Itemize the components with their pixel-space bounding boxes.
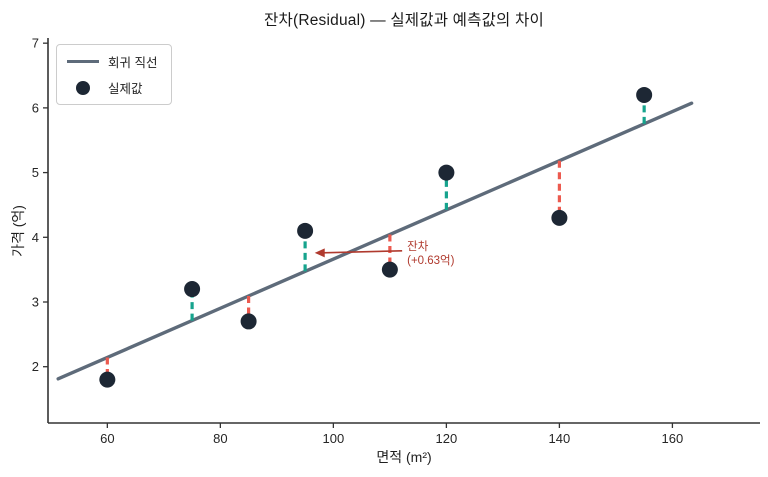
annotation-line-2: (+0.63억): [407, 254, 455, 267]
x-tick-label: 60: [100, 431, 114, 446]
data-point: [438, 164, 455, 181]
y-tick-label: 4: [32, 230, 39, 245]
x-tick-label: 100: [323, 431, 345, 446]
dot-sample-icon: [76, 80, 90, 95]
y-tick-label: 5: [32, 165, 39, 180]
legend: 회귀 직선 실제값: [56, 44, 173, 105]
regression-line: [56, 101, 694, 381]
data-point: [636, 86, 653, 103]
y-tick-label: 7: [32, 36, 39, 51]
legend-label-regression: 회귀 직선: [108, 56, 158, 70]
x-tick-label: 120: [436, 431, 458, 446]
chart-title: 잔차(Residual) — 실제값과 예측값의 차이: [264, 12, 544, 29]
y-tick-label: 3: [32, 295, 39, 310]
annotation-arrow-shaft: [322, 250, 403, 254]
x-axis-label: 면적 (m²): [376, 449, 432, 465]
data-point: [184, 281, 201, 298]
actual-value-swatch: [67, 80, 99, 95]
line-sample-icon: [67, 59, 99, 64]
annotation-arrow-head: [314, 248, 325, 258]
residual-annotation: 잔차 (+0.63억): [407, 240, 454, 268]
legend-label-actual: 실제값: [108, 82, 143, 96]
data-point: [381, 261, 398, 278]
y-tick-label: 2: [32, 359, 39, 374]
legend-item-actual-values: 실제값: [67, 78, 157, 97]
annotation-line-1: 잔차: [407, 240, 429, 253]
data-point: [551, 209, 568, 226]
x-tick-label: 160: [662, 431, 684, 446]
data-point: [240, 313, 257, 330]
regression-line-swatch: [67, 59, 99, 64]
x-tick-label: 140: [549, 431, 571, 446]
data-point: [99, 371, 116, 388]
data-point: [297, 222, 314, 239]
x-tick-label: 80: [213, 431, 227, 446]
y-tick-label: 6: [32, 100, 39, 115]
legend-item-regression-line: 회귀 직선: [67, 52, 157, 71]
